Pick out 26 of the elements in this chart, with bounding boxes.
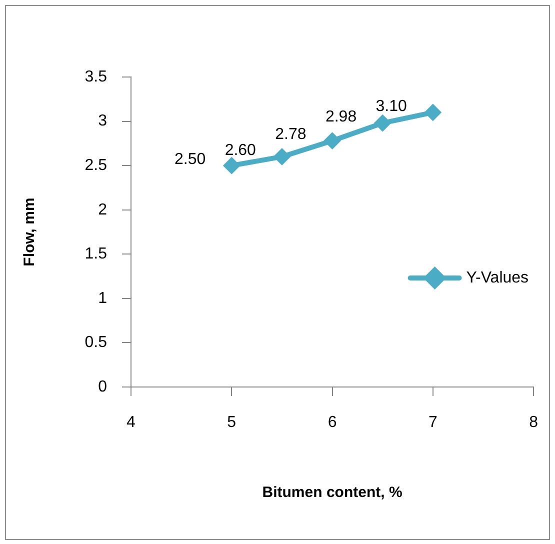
y-tick-label: 1 xyxy=(98,290,108,307)
x-tick-label: 6 xyxy=(328,414,337,432)
point xyxy=(324,132,341,150)
y-axis-title: Flow, mm xyxy=(21,198,38,266)
point xyxy=(424,104,442,121)
data-label: 2.78 xyxy=(275,126,306,144)
y-tick-label: 3.5 xyxy=(84,68,108,86)
x-tick-label: 8 xyxy=(529,414,538,432)
data-label: 2.60 xyxy=(224,142,256,160)
y-tick-label: 0 xyxy=(98,378,108,396)
x-tick-label: 5 xyxy=(227,414,236,432)
point xyxy=(223,157,240,174)
point xyxy=(273,148,290,166)
y-tick-label: 0.5 xyxy=(84,334,108,352)
point xyxy=(374,114,392,132)
x-tick-label: 7 xyxy=(428,414,438,432)
x-axis-title: Bitumen content, % xyxy=(262,484,402,502)
y-tick-label: 1.5 xyxy=(84,246,108,263)
y-tick-label: 3 xyxy=(98,112,108,130)
x-tick-label: 4 xyxy=(126,414,136,432)
data-label: 3.10 xyxy=(376,98,408,115)
data-label: 2.98 xyxy=(325,108,357,126)
data-label: 2.50 xyxy=(174,150,206,168)
legend-label: Y-Values xyxy=(466,269,529,286)
y-tick-label: 2 xyxy=(98,201,108,218)
y-tick-label: 2.5 xyxy=(84,156,108,174)
